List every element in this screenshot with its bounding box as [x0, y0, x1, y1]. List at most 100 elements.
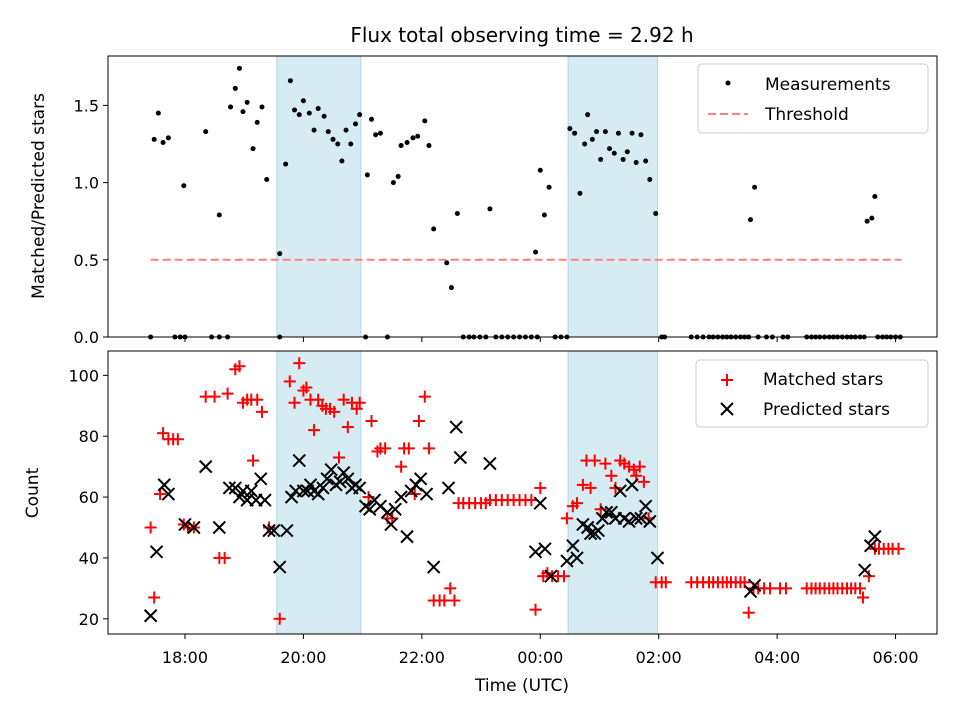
matched-star-point: [412, 414, 425, 427]
matched-star-point: [293, 357, 306, 370]
predicted-star-point: [394, 490, 408, 504]
predicted-star-point: [258, 493, 272, 507]
x-tick-label: 04:00: [754, 648, 800, 667]
matched-star-point: [637, 475, 650, 488]
matched-star-point: [892, 542, 905, 555]
measurement-point: [647, 177, 653, 183]
matched-star-point: [144, 521, 157, 534]
measurement-point: [321, 113, 327, 119]
ratio-panel-frame: [107, 55, 938, 338]
predicted-star-point: [254, 472, 268, 486]
matched-star-point: [350, 402, 363, 415]
predicted-star-point: [157, 478, 171, 492]
predicted-star-point: [336, 466, 351, 480]
matched-star-point: [283, 375, 296, 388]
matched-star-point: [402, 442, 415, 455]
matched-star-point: [365, 414, 378, 427]
matched-star-point: [221, 387, 234, 400]
legend-predicted-label: Predicted stars: [763, 400, 890, 420]
matched-star-point: [856, 591, 869, 604]
predicted-star-point: [267, 523, 281, 538]
x-tick-label: 20:00: [280, 648, 326, 667]
predicted-star-point: [591, 523, 606, 538]
measurement-point: [638, 132, 644, 138]
matched-star-point: [659, 576, 672, 589]
observing-window-shading: [276, 55, 659, 338]
count-legend-box: [695, 359, 929, 428]
legend-matched-marker: [721, 374, 733, 386]
measurement-point: [377, 130, 383, 136]
measurement-point: [357, 112, 363, 118]
matched-star-point: [247, 454, 260, 467]
measurement-point: [232, 85, 238, 91]
ratio-panel: 0.0 0.5 1.0 1.5 Matched/Predicted stars Mea…: [29, 55, 938, 347]
matched-star-point: [560, 512, 573, 525]
predicted-star-point: [622, 514, 636, 529]
measurement-point: [404, 139, 410, 145]
predicted-star-point: [143, 609, 158, 623]
measurement-point: [546, 184, 552, 190]
measurement-point: [872, 194, 878, 199]
measurement-point: [415, 133, 421, 139]
observing-window: [567, 55, 659, 338]
measurement-point: [643, 158, 649, 164]
measurement-point: [395, 173, 401, 179]
predicted-star-point: [413, 472, 428, 486]
predicted-star-point: [341, 472, 355, 486]
legend-measurements-label: Measurements: [765, 75, 891, 95]
predicted-star-point: [262, 523, 276, 538]
predicted-star-point: [244, 484, 259, 498]
predicted-star-point: [528, 545, 543, 559]
matched-star-point: [444, 582, 457, 595]
measurement-point: [216, 212, 222, 218]
matched-star-point: [605, 469, 618, 482]
predicted-star-point: [400, 529, 414, 544]
y-tick-label: 40: [79, 549, 99, 568]
predicted-star-point: [187, 520, 201, 535]
measurement-point: [426, 143, 432, 149]
measurement-point: [259, 104, 265, 110]
measurement-point: [181, 183, 187, 189]
measurement-point: [369, 116, 375, 122]
ratio-y-label: Matched/Predicted stars: [29, 93, 49, 299]
matched-star-point: [854, 582, 867, 595]
measurement-point: [752, 184, 758, 190]
predicted-star-point: [566, 539, 580, 553]
matched-star-point: [395, 460, 408, 473]
matched-star-point: [609, 481, 622, 494]
measurement-point: [264, 177, 270, 183]
measurement-point: [747, 217, 753, 223]
matched-star-point: [557, 570, 570, 583]
x-tick-label: 02:00: [636, 648, 682, 667]
measurement-point: [620, 156, 626, 162]
measurement-point: [348, 141, 354, 147]
measurement-point: [572, 130, 578, 136]
chart-title: Flux total observing time = 2.92 h: [350, 23, 693, 47]
observing-window: [276, 55, 362, 338]
measurement-point: [410, 135, 416, 141]
predicted-star-point: [613, 484, 627, 498]
matched-star-point: [764, 582, 777, 595]
measurement-point: [615, 130, 621, 136]
measurement-point: [444, 260, 450, 266]
matched-star-point: [332, 451, 345, 464]
measurement-point: [311, 127, 317, 133]
predicted-star-point: [198, 459, 213, 474]
matched-star-point: [218, 551, 231, 564]
x-tick-label: 00:00: [517, 648, 563, 667]
matched-star-point: [148, 591, 161, 604]
predicted-star-point: [858, 563, 872, 577]
measurement-point: [300, 98, 306, 104]
matched-star-points: [144, 357, 905, 625]
observing-window: [567, 350, 659, 635]
measurement-point: [653, 210, 659, 216]
measurement-point: [607, 146, 613, 152]
predicted-star-point: [449, 420, 463, 434]
predicted-star-point: [303, 478, 318, 492]
predicted-star-point: [333, 475, 347, 489]
predicted-star-point: [604, 505, 619, 519]
predicted-star-point: [178, 517, 192, 532]
matched-star-point: [312, 393, 325, 406]
matched-star-point: [448, 594, 461, 607]
